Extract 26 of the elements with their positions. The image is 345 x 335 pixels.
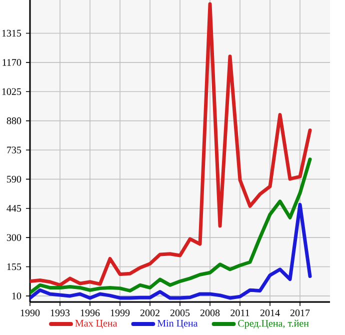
y-tick-label: 1025 (2, 88, 22, 95)
y-tick-label: 1315 (2, 30, 22, 37)
legend-label: Сред.Цена, т.йен (238, 320, 309, 329)
line-series (30, 2, 312, 287)
x-tick-label: 2005 (170, 310, 190, 316)
y-tick-label: 735 (7, 146, 22, 154)
y-tick-label: 445 (6, 205, 22, 212)
x-tick-label: 1996 (80, 310, 100, 316)
legend-label: Max Цена (75, 320, 118, 329)
y-tick-label: 10 (12, 292, 22, 300)
y-tick-label: 155 (7, 263, 22, 270)
x-tick-label: 1999 (110, 310, 130, 316)
y-tick-label: 590 (7, 176, 22, 183)
x-tick-label: 1993 (50, 310, 70, 316)
y-tick-label: 1170 (2, 59, 22, 66)
line-series (30, 202, 312, 300)
x-tick-label: 2017 (290, 310, 310, 316)
x-tick-label: 2008 (200, 310, 220, 316)
legend-label: Min Цена (157, 320, 198, 329)
x-tick-label: 2014 (260, 310, 280, 316)
y-tick-label: 300 (6, 234, 22, 241)
line-series (30, 158, 312, 294)
y-tick-label: 880 (6, 117, 22, 124)
x-tick-label: 2011 (230, 310, 250, 316)
x-tick-label: 2002 (140, 310, 160, 316)
x-tick-label: 1990 (20, 310, 40, 316)
